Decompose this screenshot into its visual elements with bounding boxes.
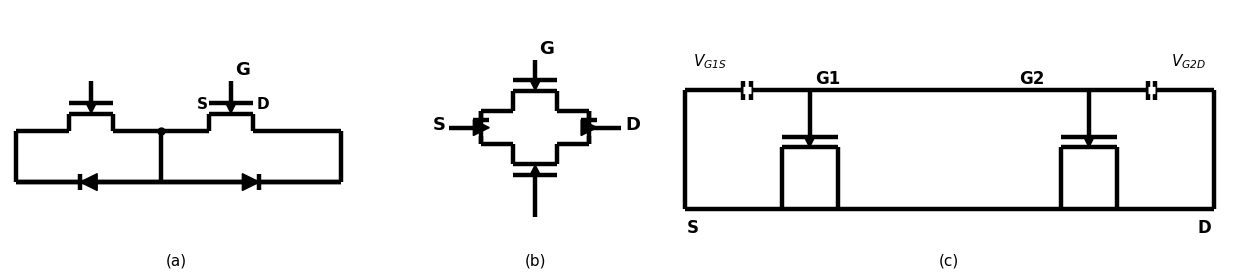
Text: (b): (b) bbox=[525, 254, 546, 269]
Text: D: D bbox=[625, 116, 640, 134]
Text: (c): (c) bbox=[940, 254, 959, 269]
Polygon shape bbox=[243, 174, 259, 190]
Text: S: S bbox=[432, 116, 446, 134]
Polygon shape bbox=[805, 137, 815, 147]
Text: G: G bbox=[540, 40, 555, 58]
Text: (a): (a) bbox=[166, 254, 187, 269]
Polygon shape bbox=[530, 165, 540, 174]
Polygon shape bbox=[80, 174, 97, 190]
Text: D: D bbox=[256, 97, 270, 112]
Polygon shape bbox=[581, 120, 597, 136]
Text: $V_\mathregular{G1S}$: $V_\mathregular{G1S}$ bbox=[693, 52, 727, 71]
Text: G: G bbox=[235, 61, 250, 79]
Text: $V_\mathregular{G2D}$: $V_\mathregular{G2D}$ bbox=[1170, 52, 1206, 71]
Polygon shape bbox=[87, 104, 97, 113]
Polygon shape bbox=[227, 104, 235, 113]
Text: S: S bbox=[687, 219, 698, 237]
Text: G2: G2 bbox=[1019, 69, 1045, 88]
Text: G1: G1 bbox=[816, 69, 841, 88]
Polygon shape bbox=[530, 81, 540, 90]
Text: S: S bbox=[197, 97, 208, 112]
Polygon shape bbox=[1083, 137, 1094, 147]
Text: D: D bbox=[1198, 219, 1212, 237]
Polygon shape bbox=[473, 120, 489, 136]
